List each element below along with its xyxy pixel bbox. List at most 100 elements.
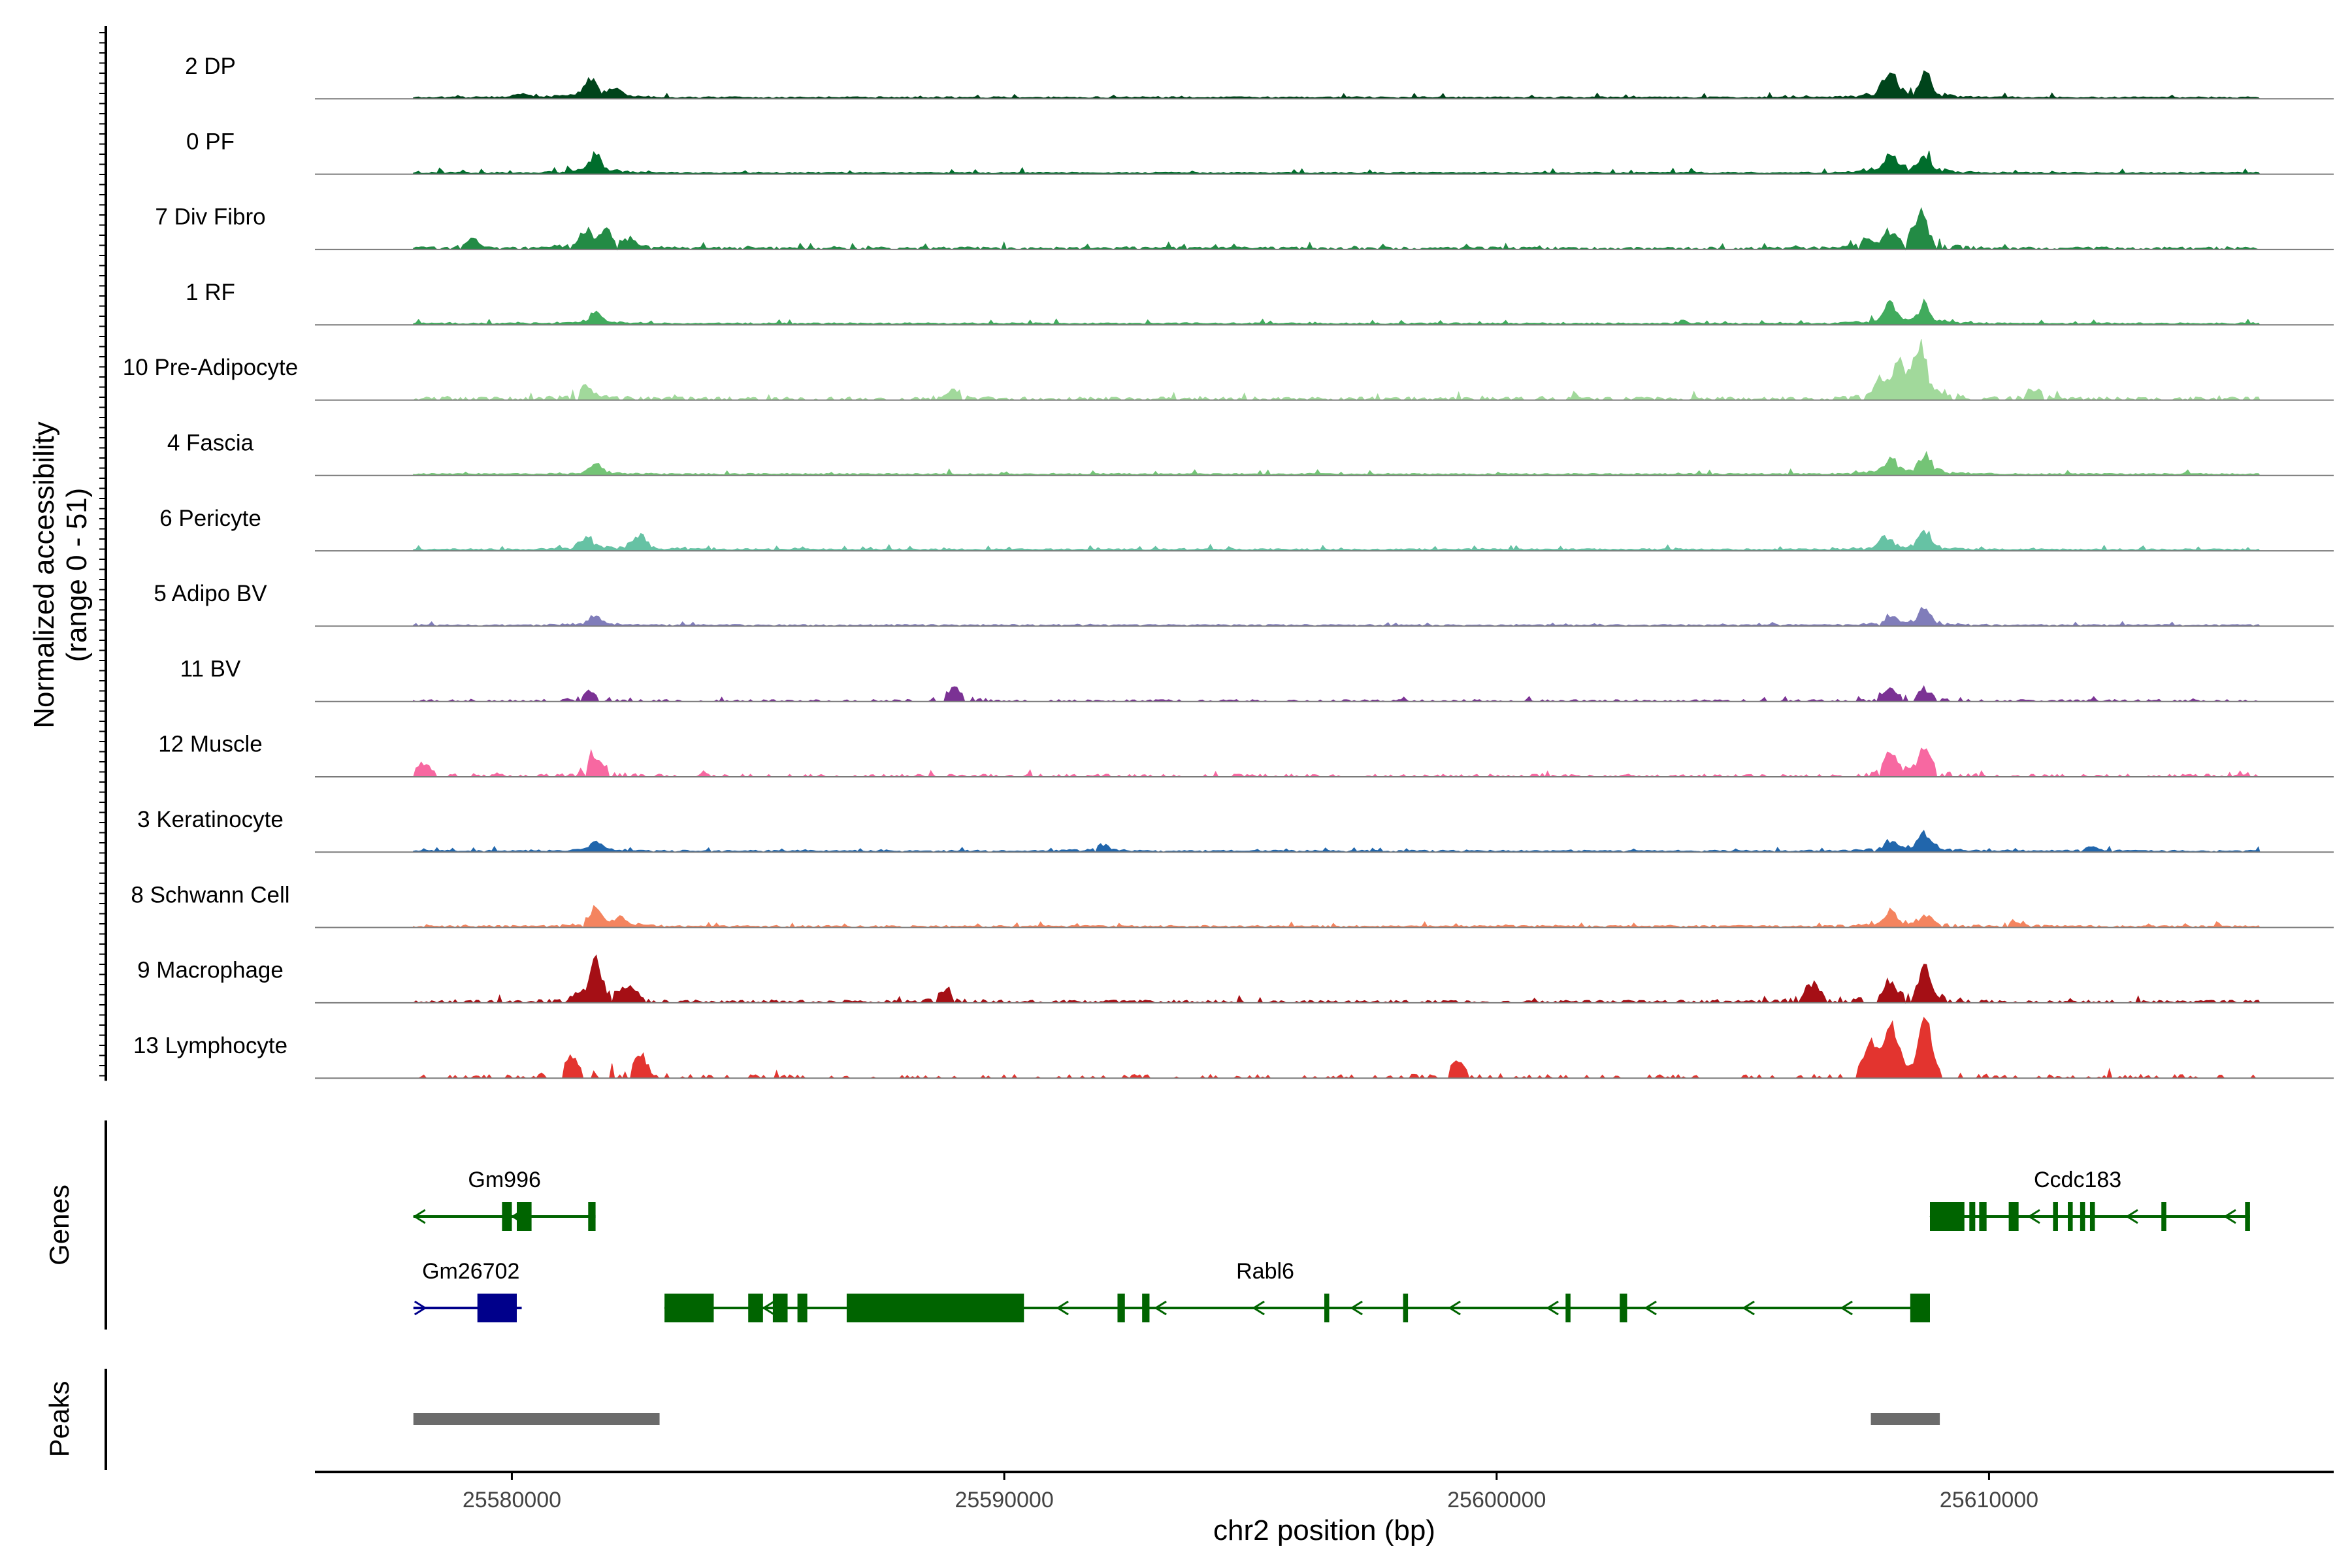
track-13-lymphocyte: 13 Lymphocyte (133, 1017, 2334, 1079)
track-label: 9 Macrophage (137, 958, 284, 983)
x-axis: 25580000 25590000 25600000 25610000 (315, 1471, 2334, 1512)
gene-rabl6: Rabl6 (664, 1259, 1930, 1322)
coverage-area (412, 954, 2261, 1004)
strand-arrow (2125, 1209, 2138, 1224)
peak-region (1870, 1413, 1940, 1425)
track-7-div-fibro: 7 Div Fibro (155, 204, 2334, 251)
exon (1969, 1202, 1976, 1231)
exon (2245, 1202, 2250, 1231)
exon (846, 1294, 1024, 1322)
peak-region (413, 1413, 660, 1425)
y-axis (99, 26, 107, 1081)
gene-label: Rabl6 (1236, 1259, 1294, 1284)
exon (1930, 1202, 1965, 1231)
x-axis-title: chr2 position (bp) (1213, 1514, 1435, 1546)
track-label: 12 Muscle (158, 732, 263, 757)
track-label: 0 PF (186, 129, 235, 154)
coverage-area (413, 451, 2261, 476)
genes-label: Genes (44, 1184, 74, 1266)
track-label: 2 DP (185, 54, 236, 79)
gene-gm26702: Gm26702 (413, 1259, 522, 1322)
exon (2068, 1202, 2073, 1231)
coverage-area (413, 70, 2261, 99)
track-4-fascia: 4 Fascia (167, 431, 2334, 476)
coverage-area (413, 905, 2261, 928)
strand-arrow (1742, 1300, 1755, 1316)
coverage-area (413, 830, 2261, 853)
coverage-area (413, 298, 2261, 325)
track-1-rf: 1 RF (186, 280, 2334, 326)
track-label: 13 Lymphocyte (133, 1033, 287, 1058)
strand-arrow (1448, 1300, 1461, 1316)
x-tick-label: 25590000 (955, 1488, 1053, 1512)
coverage-area (413, 1017, 2260, 1079)
exon (2080, 1202, 2085, 1231)
track-12-muscle: 12 Muscle (158, 732, 2334, 778)
gene-label: Gm26702 (422, 1259, 519, 1284)
strand-arrow (1644, 1300, 1657, 1316)
exon (1403, 1294, 1409, 1322)
strand-arrow (762, 1300, 775, 1316)
gene-ccdc183: Ccdc183 (1929, 1168, 2250, 1231)
strand-arrow (1840, 1300, 1853, 1316)
track-8-schwann-cell: 8 Schwann Cell (131, 882, 2334, 928)
exon (502, 1202, 512, 1231)
exon (664, 1294, 714, 1322)
track-5-adipo-bv: 5 Adipo BV (154, 581, 2334, 627)
exon (588, 1202, 596, 1231)
coverage-area (413, 529, 2261, 551)
track-3-keratinocyte: 3 Keratinocyte (137, 807, 2334, 853)
strand-arrow (2027, 1209, 2040, 1224)
exon (2053, 1202, 2058, 1231)
track-11-bv: 11 BV (180, 656, 2334, 703)
coverage-area (413, 150, 2261, 175)
peak-regions (413, 1413, 1940, 1425)
track-0-pf: 0 PF (186, 129, 2334, 175)
track-6-pericyte: 6 Pericyte (159, 506, 2334, 552)
coverage-area (413, 685, 2260, 703)
accessibility-tracks: 2 DP 0 PF 7 Div Fibro 1 RF 10 Pre-Adipocyte 4… (123, 54, 2334, 1079)
exon (1142, 1294, 1150, 1322)
coverage-area (413, 206, 2260, 251)
exon (517, 1202, 532, 1231)
exon (2161, 1202, 2166, 1231)
track-label: 11 BV (180, 656, 241, 681)
gene-label: Gm996 (468, 1168, 541, 1192)
exon (477, 1294, 517, 1322)
exon (1117, 1294, 1125, 1322)
track-label: 1 RF (186, 280, 235, 305)
exon (2089, 1202, 2095, 1231)
strand-arrow (414, 1300, 427, 1316)
exon (1565, 1294, 1571, 1322)
exon (797, 1294, 808, 1322)
coverage-area (413, 606, 2261, 627)
y-axis-title-line2: (range 0 - 51) (61, 488, 93, 662)
coverage-area (413, 747, 2260, 778)
y-axis-title: Normalized accessibility (range 0 - 51) (28, 421, 93, 728)
track-label: 3 Keratinocyte (137, 807, 284, 832)
track-label: 4 Fascia (167, 431, 254, 456)
strand-arrow (1546, 1300, 1559, 1316)
track-label: 7 Div Fibro (155, 204, 265, 230)
exon (2008, 1202, 2019, 1231)
exon (1620, 1294, 1627, 1322)
exon (1324, 1294, 1330, 1322)
track-label: 8 Schwann Cell (131, 882, 289, 907)
track-10-pre-adipocyte: 10 Pre-Adipocyte (123, 339, 2334, 401)
strand-arrow (412, 1209, 426, 1224)
gene-label: Ccdc183 (2034, 1168, 2121, 1192)
genes-section: Genes Gm996 Ccdc183 Gm26702 Rabl6 (44, 1120, 2250, 1330)
exon (748, 1294, 763, 1322)
peaks-label: Peaks (44, 1381, 74, 1458)
gene-models: Gm996 Ccdc183 Gm26702 Rabl6 (412, 1168, 2250, 1322)
x-tick-label: 25600000 (1447, 1488, 1546, 1512)
track-label: 6 Pericyte (159, 506, 261, 531)
exon (1979, 1202, 1987, 1231)
peaks-section: Peaks (44, 1369, 1940, 1470)
track-2-dp: 2 DP (185, 54, 2334, 100)
strand-arrow (1252, 1300, 1265, 1316)
strand-arrow (1350, 1300, 1363, 1316)
track-label: 10 Pre-Adipocyte (123, 355, 298, 380)
y-axis-title-line1: Normalized accessibility (28, 421, 60, 728)
